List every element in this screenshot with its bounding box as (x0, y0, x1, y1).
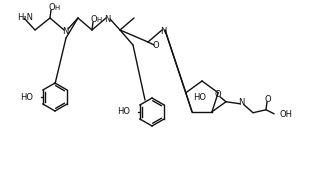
Text: O: O (49, 4, 55, 13)
Text: N: N (238, 98, 244, 107)
Text: H: H (54, 5, 60, 11)
Text: O: O (215, 90, 221, 99)
Text: HO: HO (117, 107, 130, 116)
Text: N: N (160, 27, 166, 36)
Text: N: N (62, 27, 68, 36)
Text: HO: HO (20, 92, 33, 101)
Text: O: O (91, 15, 97, 24)
Text: N: N (104, 14, 110, 23)
Text: O: O (153, 41, 159, 50)
Text: H: H (97, 17, 102, 23)
Text: OH: OH (280, 110, 293, 119)
Text: O: O (265, 95, 271, 104)
Text: HO: HO (193, 93, 206, 102)
Text: H₂N: H₂N (17, 13, 33, 22)
